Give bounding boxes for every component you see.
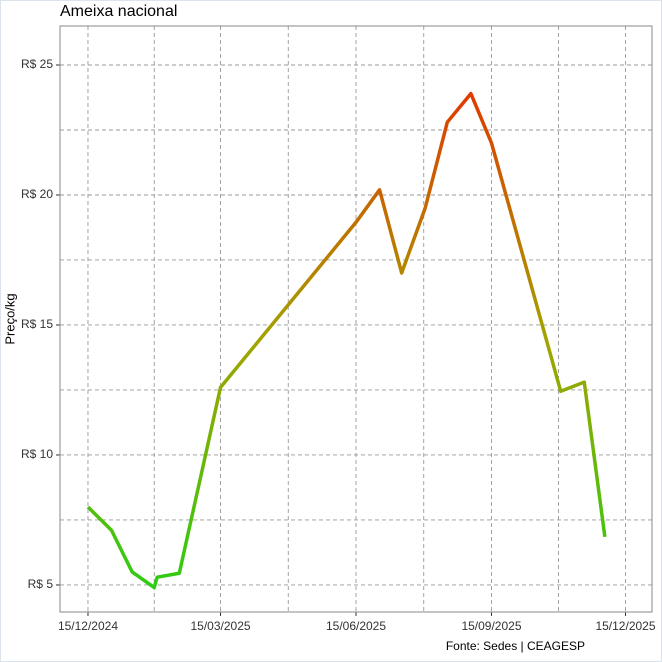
caption: Fonte: Sedes | CEAGESP [446, 639, 585, 653]
x-tick-label: 15/12/2024 [58, 619, 118, 633]
y-tick-label: R$ 20 [21, 187, 53, 201]
plot-panel [60, 26, 652, 612]
x-tick-label: 15/06/2025 [326, 619, 386, 633]
plot-border [59, 25, 653, 613]
x-tick-label: 15/03/2025 [190, 619, 250, 633]
y-axis-label: Preço/kg [2, 293, 17, 344]
price-line [86, 91, 607, 590]
chart-title: Ameixa nacional [60, 3, 177, 20]
x-tick-label: 15/09/2025 [461, 619, 521, 633]
x-tick-label: 15/12/2025 [595, 619, 655, 633]
y-tick-label: R$ 25 [21, 57, 53, 71]
y-tick-label: R$ 15 [21, 317, 53, 331]
y-tick-label: R$ 5 [28, 577, 54, 591]
y-tick-label: R$ 10 [21, 447, 53, 461]
